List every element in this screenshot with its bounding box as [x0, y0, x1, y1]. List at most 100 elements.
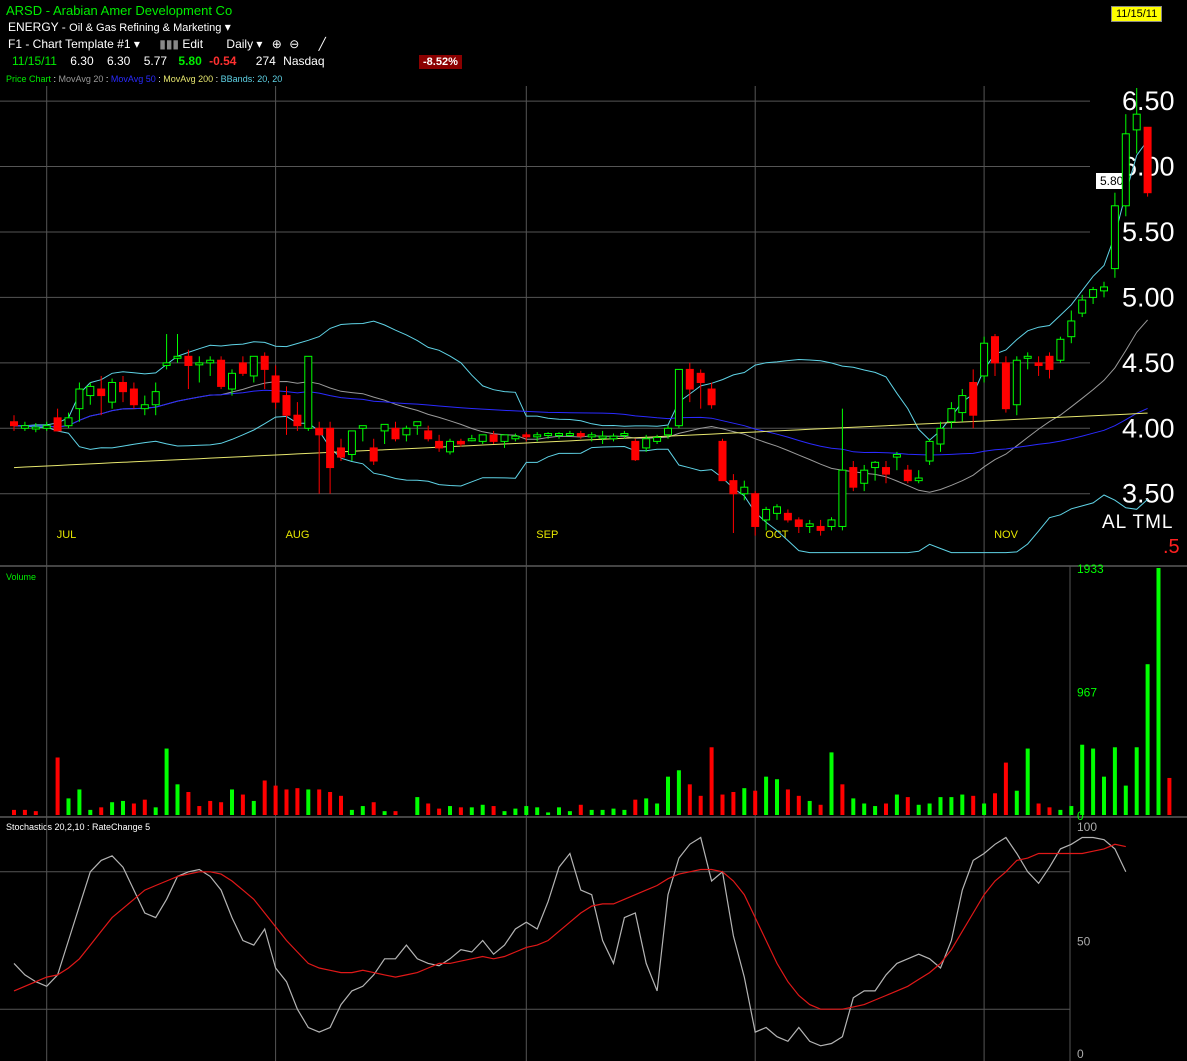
- indicator-legend: Price Chart : MovAvg 20 : MovAvg 50 : Mo…: [6, 74, 283, 84]
- candle-body: [707, 388, 716, 406]
- volume-bar: [916, 804, 921, 815]
- legend-movavg-200[interactable]: MovAvg 200: [163, 74, 214, 84]
- candle-body: [500, 434, 509, 442]
- candle-body: [1034, 362, 1043, 366]
- volume-bar: [829, 752, 834, 815]
- volume-bar: [622, 809, 627, 815]
- volume-bar: [633, 799, 638, 815]
- candle-body: [42, 425, 51, 429]
- candle-body: [816, 525, 825, 531]
- template-select[interactable]: F1 - Chart Template #1 ▾: [8, 37, 140, 51]
- volume-bar: [22, 809, 27, 815]
- candle-body: [293, 414, 302, 427]
- candle-body: [794, 519, 803, 527]
- candle-body: [97, 388, 106, 397]
- candle-body: [718, 440, 727, 482]
- candle-body: [1100, 286, 1108, 292]
- pct-change-badge: -8.52%: [419, 55, 462, 69]
- volume-bar: [949, 797, 954, 815]
- candle-body: [849, 467, 858, 488]
- candle-body: [391, 427, 400, 440]
- company-name: Arabian Amer Development Co: [52, 3, 233, 18]
- marker-text: AL TML: [1102, 512, 1174, 533]
- volume-bar: [982, 803, 987, 815]
- zoom-out-icon[interactable]: ⊖: [289, 37, 300, 51]
- quote-open: 6.30: [70, 54, 94, 68]
- candle-body: [108, 381, 117, 403]
- volume-bar: [437, 808, 442, 815]
- candle-body: [576, 433, 585, 437]
- volume-bar: [698, 795, 703, 815]
- candle-body: [511, 435, 520, 440]
- volume-bar: [644, 798, 649, 815]
- zoom-in-icon[interactable]: ⊕: [271, 37, 282, 51]
- price-tick-label: 3.50: [1122, 479, 1175, 509]
- volume-bar: [1036, 803, 1041, 815]
- bar-chart-icon[interactable]: ▮▮▮: [159, 37, 180, 51]
- volume-bar: [905, 797, 910, 815]
- volume-bar: [66, 798, 71, 815]
- candle-body: [773, 506, 781, 514]
- quote-date: 11/15/11: [12, 54, 57, 68]
- candle-body: [184, 355, 193, 366]
- candle-body: [903, 469, 912, 482]
- volume-bar: [666, 776, 670, 815]
- month-label: OCT: [765, 529, 789, 541]
- template-label: F1 - Chart Template #1: [8, 37, 131, 51]
- volume-bar: [1156, 568, 1161, 815]
- volume-bar: [360, 806, 365, 815]
- candle-body: [936, 427, 945, 445]
- volume-bar: [1102, 776, 1106, 815]
- volume-tick-label: 967: [1077, 685, 1097, 699]
- candle-body: [119, 381, 127, 393]
- volume-bar: [687, 784, 692, 815]
- edit-button[interactable]: Edit: [182, 37, 204, 51]
- volume-bar: [589, 809, 594, 815]
- legend-movavg-20[interactable]: MovAvg 20: [58, 74, 104, 84]
- volume-bar: [197, 806, 202, 815]
- volume-bar: [458, 807, 463, 815]
- volume-bar: [295, 788, 300, 815]
- candle-body: [1110, 205, 1119, 270]
- legend-price-chart[interactable]: Price Chart: [6, 74, 52, 84]
- candle-body: [20, 425, 29, 429]
- volume-bar: [796, 795, 801, 815]
- period-select[interactable]: Daily ▾: [226, 37, 263, 51]
- candle-body: [315, 427, 324, 436]
- sector-line[interactable]: ENERGY - Oil & Gas Refining & Marketing …: [8, 20, 231, 34]
- volume-bar: [110, 802, 115, 815]
- volume-tick-label: 0: [1077, 809, 1084, 823]
- volume-bar: [469, 807, 474, 815]
- legend-movavg-50[interactable]: MovAvg 50: [110, 74, 156, 84]
- price-tick-label: 5.50: [1122, 217, 1175, 247]
- movavg-200-line: [13, 412, 1148, 469]
- volume-bar: [273, 785, 278, 815]
- chevron-down-icon[interactable]: ▾: [224, 20, 231, 34]
- candle-body: [86, 385, 95, 397]
- candle-body: [1001, 362, 1010, 410]
- candle-body: [1132, 113, 1141, 131]
- industry: Oil & Gas Refining & Marketing: [69, 22, 222, 34]
- draw-tool-icon[interactable]: ╱: [318, 37, 326, 51]
- legend-bbands[interactable]: BBands: 20, 20: [220, 74, 283, 84]
- movavg-50-line: [14, 389, 1148, 456]
- candle-body: [456, 440, 465, 445]
- candle-body: [151, 391, 160, 406]
- candle-body: [544, 433, 553, 437]
- volume-bar: [775, 779, 779, 815]
- price-tick-label: 5.00: [1122, 282, 1175, 312]
- candle-body: [609, 435, 618, 440]
- candle-body: [304, 355, 313, 429]
- volume-bar: [1047, 807, 1052, 815]
- volume-bar: [1134, 747, 1139, 815]
- volume-bar: [884, 803, 888, 815]
- candle-body: [173, 355, 182, 359]
- volume-bar: [186, 791, 191, 815]
- volume-bar: [306, 789, 311, 815]
- volume-bar: [491, 806, 496, 815]
- candle-body: [64, 417, 73, 427]
- volume-bar: [382, 811, 387, 815]
- month-label: SEP: [536, 529, 558, 541]
- quote-low: 5.77: [143, 54, 168, 68]
